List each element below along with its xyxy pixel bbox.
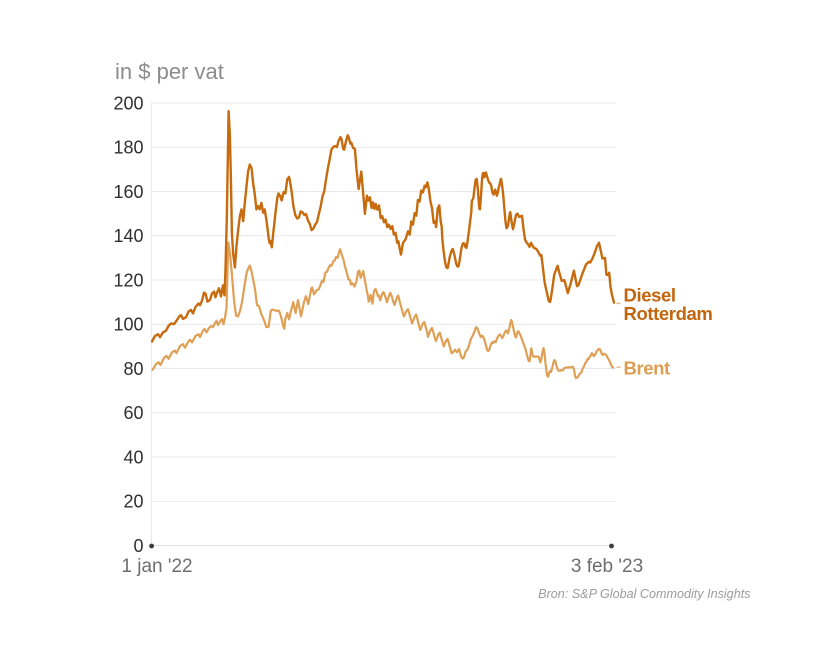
svg-text:160: 160: [113, 182, 143, 202]
svg-text:Bron: S&P Global Commodity Ins: Bron: S&P Global Commodity Insights: [538, 587, 751, 601]
svg-text:in $ per vat: in $ per vat: [115, 59, 224, 84]
svg-text:80: 80: [123, 359, 143, 379]
svg-text:Brent: Brent: [624, 357, 671, 378]
svg-text:140: 140: [113, 226, 143, 246]
svg-text:120: 120: [113, 270, 143, 290]
svg-text:20: 20: [123, 492, 143, 512]
svg-text:100: 100: [113, 315, 143, 335]
svg-text:Diesel: Diesel: [624, 284, 676, 305]
svg-text:40: 40: [123, 447, 143, 467]
svg-text:0: 0: [133, 536, 143, 556]
svg-text:1 jan '22: 1 jan '22: [121, 556, 192, 577]
svg-text:Rotterdam: Rotterdam: [624, 303, 713, 324]
svg-text:180: 180: [113, 138, 143, 158]
svg-text:3 feb '23: 3 feb '23: [571, 556, 643, 577]
svg-text:200: 200: [113, 93, 143, 113]
svg-text:60: 60: [123, 403, 143, 423]
